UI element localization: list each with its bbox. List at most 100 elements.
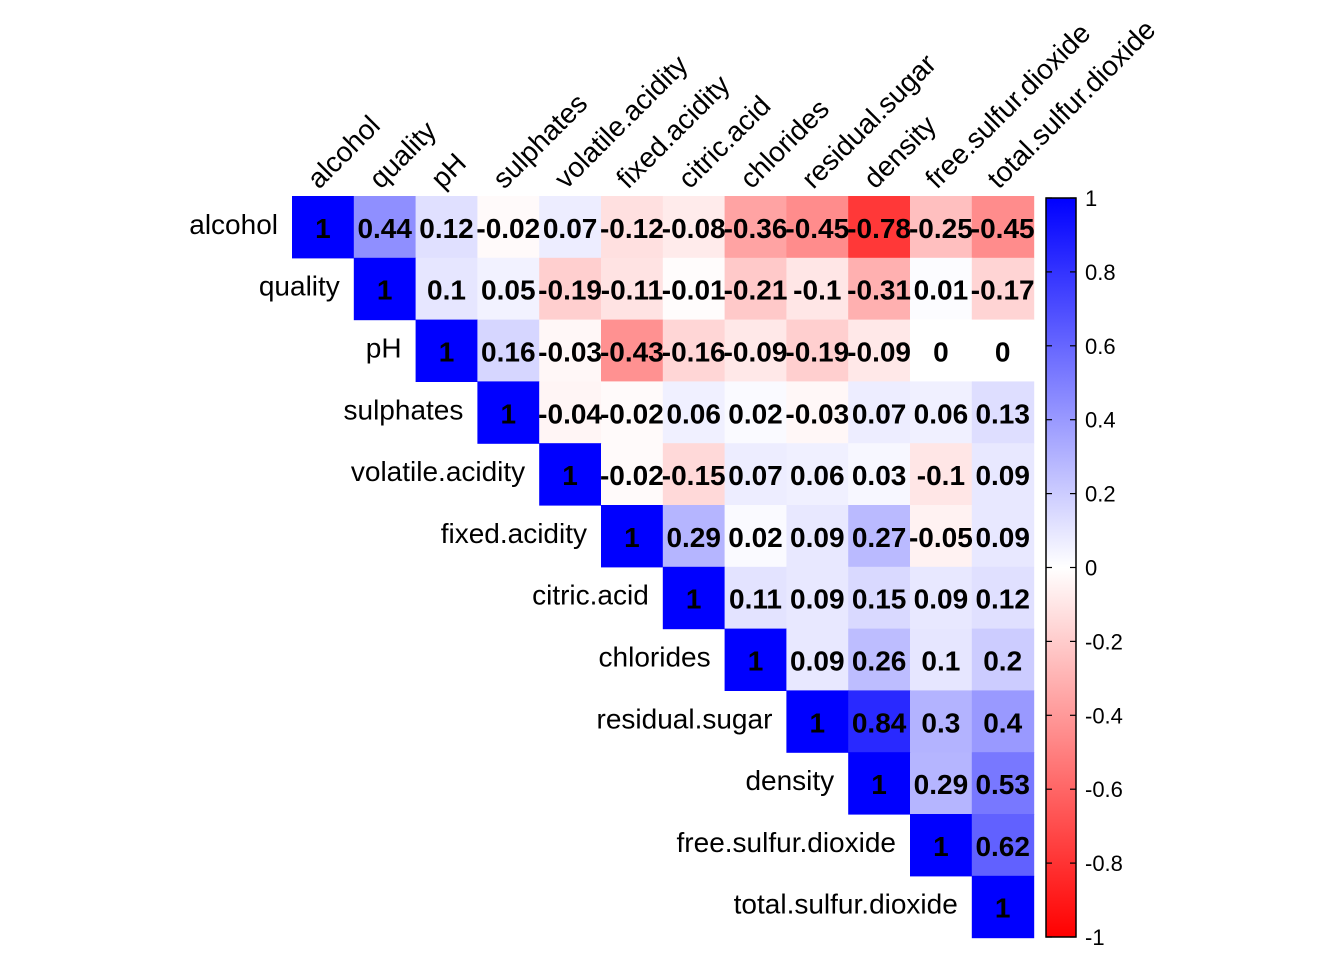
colorbar-tick-label: -0.6 (1085, 777, 1123, 802)
heatmap-cell-pH-chlorides (724, 319, 787, 382)
cell-value-label: -0.1 (793, 275, 841, 306)
heatmap-cell-sulphates-free.sulfur.dioxide (910, 381, 973, 444)
heatmap-cell-sulphates-total.sulfur.dioxide (971, 381, 1035, 444)
heatmap-cell-sulphates-volatile.acidity (539, 381, 602, 444)
row-label-free.sulfur.dioxide: free.sulfur.dioxide (677, 827, 896, 858)
heatmap-cell-alcohol-quality (353, 196, 417, 259)
heatmap-cell-sulphates-citric.acid (662, 381, 726, 444)
colorbar-tick-label: 0.2 (1085, 482, 1116, 507)
cell-value-label: -0.12 (600, 213, 664, 244)
heatmap-cell-quality-free.sulfur.dioxide (910, 257, 973, 321)
cell-value-label: 0.12 (419, 213, 474, 244)
row-label-pH: pH (366, 333, 402, 364)
heatmap-cell-sulphates-fixed.acidity (601, 381, 664, 444)
cell-value-label: -0.45 (971, 213, 1035, 244)
cell-value-label: 0.1 (427, 275, 466, 306)
heatmap-cell-alcohol-citric.acid (662, 196, 726, 259)
cell-value-label: -0.03 (538, 337, 602, 368)
heatmap-cell-volatile.acidity-fixed.acidity (601, 443, 664, 506)
row-labels: alcohol quality pH sulphates volatile.acidit… (189, 209, 958, 920)
heatmap-cell-chlorides-density (848, 628, 911, 691)
heatmap-cell-free.sulfur.dioxide-total.sulfur.dioxide (971, 814, 1035, 877)
heatmap-cell-residual.sugar-total.sulfur.dioxide (971, 690, 1035, 753)
cell-value-label: -0.45 (785, 213, 849, 244)
heatmap-cell-citric.acid-citric.acid (662, 566, 726, 630)
cell-value-label: 0.09 (790, 584, 845, 615)
cell-value-label: -0.09 (847, 337, 911, 368)
cell-value-label: 0.09 (975, 460, 1030, 491)
row-label-density: density (745, 765, 834, 796)
cell-value-label: 0.84 (852, 707, 907, 738)
heatmap-cell-alcohol-density (848, 196, 911, 259)
heatmap-cell-pH-citric.acid (662, 319, 726, 382)
colorbar-tick-label: -0.8 (1085, 851, 1123, 876)
heatmap-cell-sulphates-sulphates (477, 381, 540, 444)
heatmap-cell-citric.acid-density (848, 566, 911, 630)
heatmap-cell-fixed.acidity-residual.sugar (786, 505, 849, 568)
heatmap-cell-quality-density (848, 257, 911, 321)
heatmap-cell-residual.sugar-residual.sugar (786, 690, 849, 753)
row-label-alcohol: alcohol (189, 209, 278, 240)
cell-value-label: 1 (501, 398, 517, 429)
cell-value-label: -0.02 (476, 213, 540, 244)
cell-value-label: -0.08 (662, 213, 726, 244)
cell-value-label: -0.01 (662, 275, 726, 306)
heatmap-cell-quality-chlorides (724, 257, 787, 321)
heatmap-cell-pH-volatile.acidity (539, 319, 602, 382)
heatmap-cell-sulphates-density (848, 381, 911, 444)
cell-value-label: 0.4 (983, 707, 1022, 738)
cell-value-label: 0.15 (852, 584, 907, 615)
cell-value-label: 0.62 (975, 831, 1030, 862)
cell-value-label: 0.02 (728, 522, 783, 553)
cell-value-label: -0.19 (785, 337, 849, 368)
cell-value-label: 0.2 (983, 646, 1022, 677)
colorbar-tick-label: 0.4 (1085, 408, 1116, 433)
heatmap-cell-fixed.acidity-density (848, 505, 911, 568)
cell-value-label: -0.31 (847, 275, 911, 306)
cell-value-label: 0.01 (914, 275, 969, 306)
heatmap-cell-fixed.acidity-chlorides (724, 505, 787, 568)
cell-value-label: 0.07 (543, 213, 598, 244)
row-label-total.sulfur.dioxide: total.sulfur.dioxide (734, 889, 958, 920)
heatmap-cell-volatile.acidity-density (848, 443, 911, 506)
heatmap-cell-fixed.acidity-total.sulfur.dioxide (971, 505, 1035, 568)
cell-value-label: 0.05 (481, 275, 536, 306)
colorbar-tick-label: -0.4 (1085, 703, 1123, 728)
cell-value-label: 0.09 (975, 522, 1030, 553)
cell-value-label: -0.11 (601, 275, 663, 306)
heatmap-cell-volatile.acidity-citric.acid (662, 443, 726, 506)
cell-value-label: 0.06 (666, 398, 721, 429)
cell-value-label: 0.16 (481, 337, 536, 368)
cell-value-label: 0.09 (790, 522, 845, 553)
heatmap-cell-sulphates-residual.sugar (786, 381, 849, 444)
heatmap-cell-fixed.acidity-free.sulfur.dioxide (910, 505, 973, 568)
cell-value-label: 0.12 (975, 584, 1030, 615)
cell-value-label: 0.44 (357, 213, 412, 244)
heatmap-cell-alcohol-volatile.acidity (539, 196, 602, 259)
heatmap-cell-quality-citric.acid (662, 257, 726, 321)
heatmap-cell-quality-fixed.acidity (601, 257, 664, 321)
cell-value-label: 0.29 (666, 522, 721, 553)
cell-value-label: 1 (624, 522, 640, 553)
heatmap-cell-quality-quality (353, 257, 417, 321)
cell-value-label: 1 (810, 707, 826, 738)
row-label-volatile.acidity: volatile.acidity (351, 456, 525, 487)
cell-value-label: 1 (933, 831, 949, 862)
cell-value-label: 1 (439, 337, 455, 368)
row-label-residual.sugar: residual.sugar (597, 703, 773, 734)
cell-value-label: 0.29 (914, 769, 969, 800)
cell-value-label: 0 (995, 337, 1011, 368)
cell-value-label: 1 (315, 213, 331, 244)
heatmap-cell-pH-free.sulfur.dioxide (910, 319, 973, 382)
heatmap-cell-fixed.acidity-fixed.acidity (601, 505, 664, 568)
heatmap-cell-alcohol-sulphates (477, 196, 540, 259)
heatmap-cell-chlorides-residual.sugar (786, 628, 849, 691)
cell-value-label: -0.09 (724, 337, 788, 368)
heatmap-cell-chlorides-total.sulfur.dioxide (971, 628, 1035, 691)
cell-value-label: -0.17 (971, 275, 1035, 306)
cell-value-label: 0.06 (790, 460, 845, 491)
cell-value-label: -0.36 (724, 213, 788, 244)
colorbar: 1 0.8 0.6 0.4 0.2 0 -0.2 -0.4 -0.6 -0.8 -1 (1045, 186, 1123, 950)
